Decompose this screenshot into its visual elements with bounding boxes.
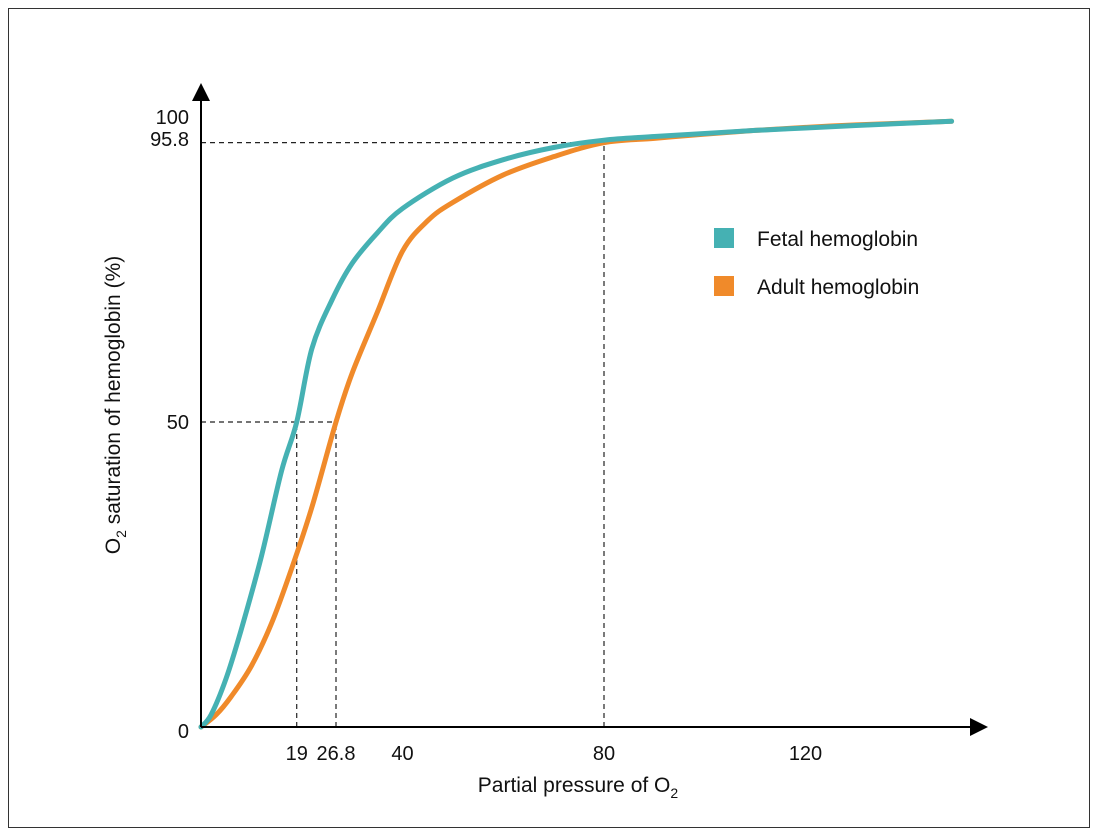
legend-label-fetal: Fetal hemoglobin xyxy=(757,228,918,251)
legend: Fetal hemoglobin Adult hemoglobin xyxy=(714,228,919,299)
y-axis-arrow xyxy=(192,83,210,101)
x-tick-label-4: 120 xyxy=(789,743,822,765)
y-axis-label-subscript: 2 xyxy=(113,530,129,538)
legend-swatch-fetal xyxy=(714,228,734,248)
y-axis-label: O2 saturation of hemoglobin (%) xyxy=(102,256,129,554)
series-lines xyxy=(198,118,955,730)
x-tick-label-2: 40 xyxy=(391,743,413,765)
x-axis-label: Partial pressure of O2 xyxy=(478,774,679,801)
x-axis-label-main: Partial pressure of O xyxy=(478,774,671,797)
y-axis-label-suffix: saturation of hemoglobin (%) xyxy=(102,256,125,530)
x-tick-labels: 19 26.8 40 80 120 xyxy=(286,743,823,765)
x-tick-label-1: 26.8 xyxy=(317,743,356,765)
series-line-adult xyxy=(198,118,955,730)
y-axis-label-prefix: O xyxy=(102,538,125,554)
chart-frame xyxy=(8,8,1090,828)
y-tick-label-0: 0 xyxy=(178,721,189,743)
legend-swatch-adult xyxy=(714,276,734,296)
x-tick-label-3: 80 xyxy=(593,743,615,765)
legend-label-adult: Adult hemoglobin xyxy=(757,276,919,299)
x-axis-label-subscript: 2 xyxy=(670,785,678,801)
y-tick-label-1: 50 xyxy=(167,412,189,434)
x-tick-label-0: 19 xyxy=(286,743,308,765)
series-line-fetal xyxy=(198,118,955,730)
y-tick-label-3: 100 xyxy=(156,107,189,129)
y-tick-label-2: 95.8 xyxy=(150,129,189,151)
reference-lines xyxy=(201,142,605,727)
x-axis-arrow xyxy=(970,718,988,736)
